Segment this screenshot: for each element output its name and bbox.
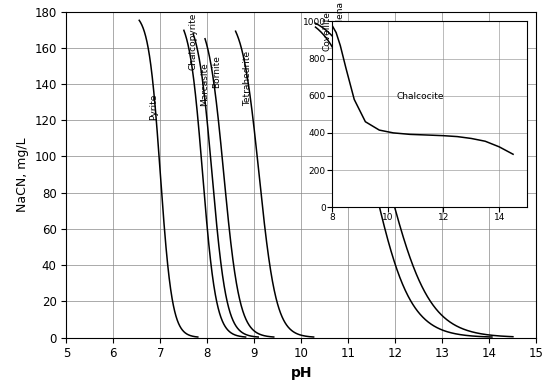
Text: Bornite: Bornite [212,55,221,88]
Text: Marcasite: Marcasite [201,62,210,106]
Text: Pyrite: Pyrite [149,94,158,120]
X-axis label: pH: pH [291,366,312,380]
Text: Tetrahedrite: Tetrahedrite [243,51,252,106]
Text: Galena: Galena [336,2,345,33]
Text: Covellite: Covellite [323,12,332,52]
Text: Chalcopyrite: Chalcopyrite [189,12,198,69]
Y-axis label: NaCN, mg/L: NaCN, mg/L [15,137,29,212]
